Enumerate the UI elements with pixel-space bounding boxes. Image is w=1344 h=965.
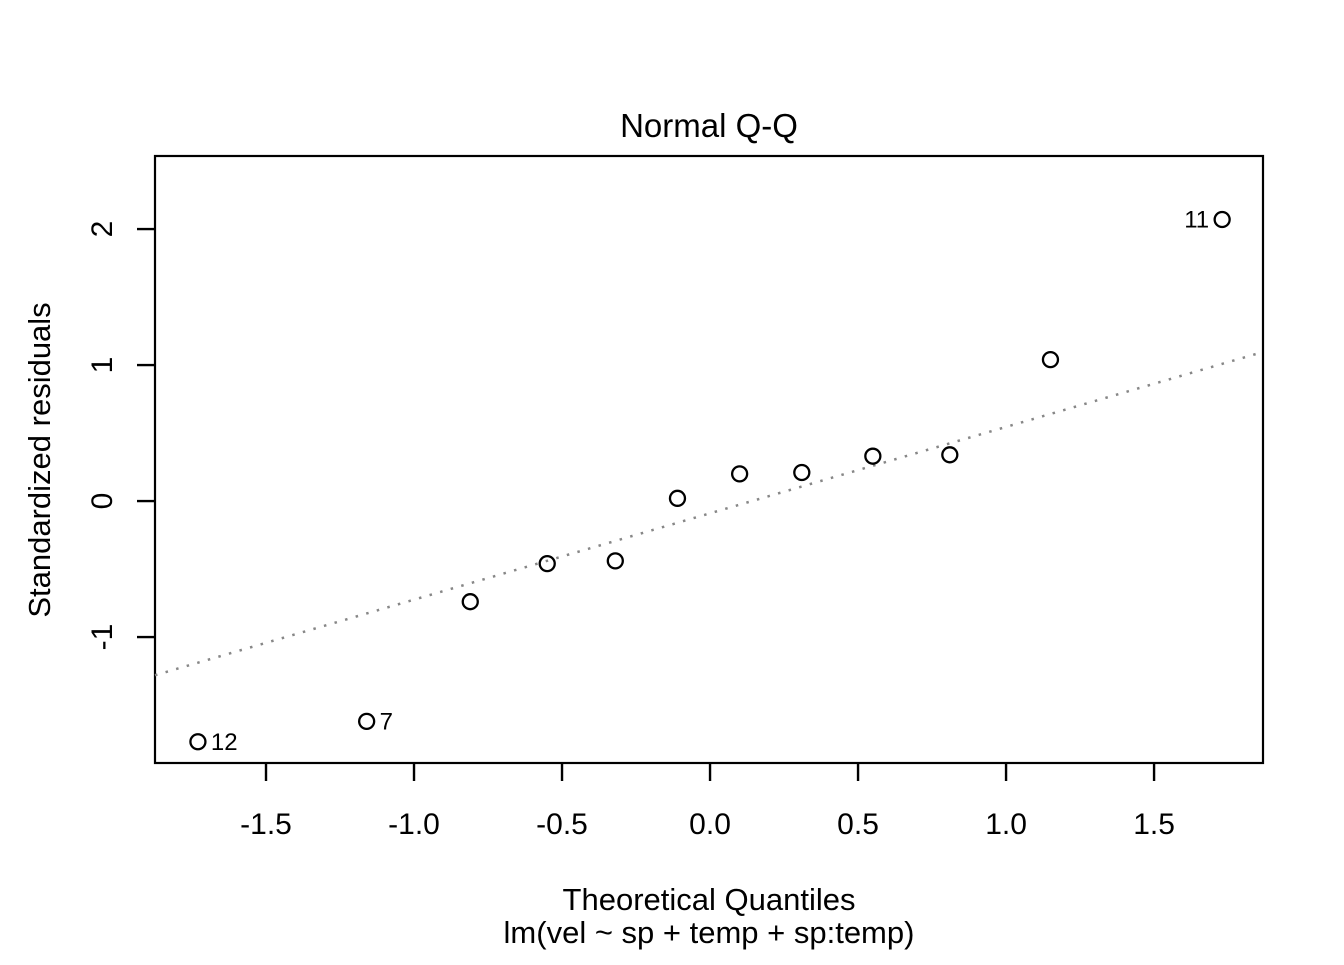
chart-title: Normal Q-Q — [620, 107, 798, 144]
data-point — [730, 465, 749, 483]
data-point — [668, 489, 687, 507]
x-axis-tick-label: 0.5 — [837, 808, 879, 841]
data-point — [358, 712, 376, 731]
model-call-subtitle: lm(vel ~ sp + temp + sp:temp) — [504, 915, 915, 950]
data-point — [864, 447, 882, 465]
x-axis-tick-label: 1.5 — [1133, 808, 1175, 841]
data-points-layer: 12 7 11 — [189, 207, 1231, 756]
y-axis-tick-label: 0 — [86, 493, 119, 510]
data-point-label: 11 — [1184, 207, 1209, 234]
x-axis-tick-label: -0.5 — [536, 808, 588, 841]
data-point — [793, 463, 811, 482]
plot-box — [153, 154, 1265, 765]
x-axis-tick-label: -1.5 — [240, 808, 292, 841]
data-point — [538, 554, 556, 573]
data-point — [1213, 210, 1231, 229]
y-axis-tick-label: 2 — [86, 221, 119, 238]
x-axis-label: Theoretical Quantiles — [563, 882, 856, 917]
data-point — [461, 593, 479, 611]
data-point-label: 7 — [380, 708, 393, 735]
y-axis-tick-label: 1 — [86, 357, 119, 374]
data-point — [1041, 350, 1060, 369]
reference-line-layer — [154, 350, 1264, 677]
x-axis-tick-label: 0.0 — [689, 808, 731, 841]
qq-reference-line — [154, 350, 1264, 677]
data-point — [189, 733, 207, 751]
data-point-label: 12 — [211, 729, 238, 756]
data-point — [606, 552, 624, 570]
data-point — [941, 446, 959, 464]
y-axis-label: Standardized residuals — [22, 302, 57, 617]
x-axis-tick-label: -1.0 — [388, 808, 440, 841]
x-axis-tick-label: 1.0 — [985, 808, 1027, 841]
y-axis-tick-label: -1 — [86, 624, 119, 651]
